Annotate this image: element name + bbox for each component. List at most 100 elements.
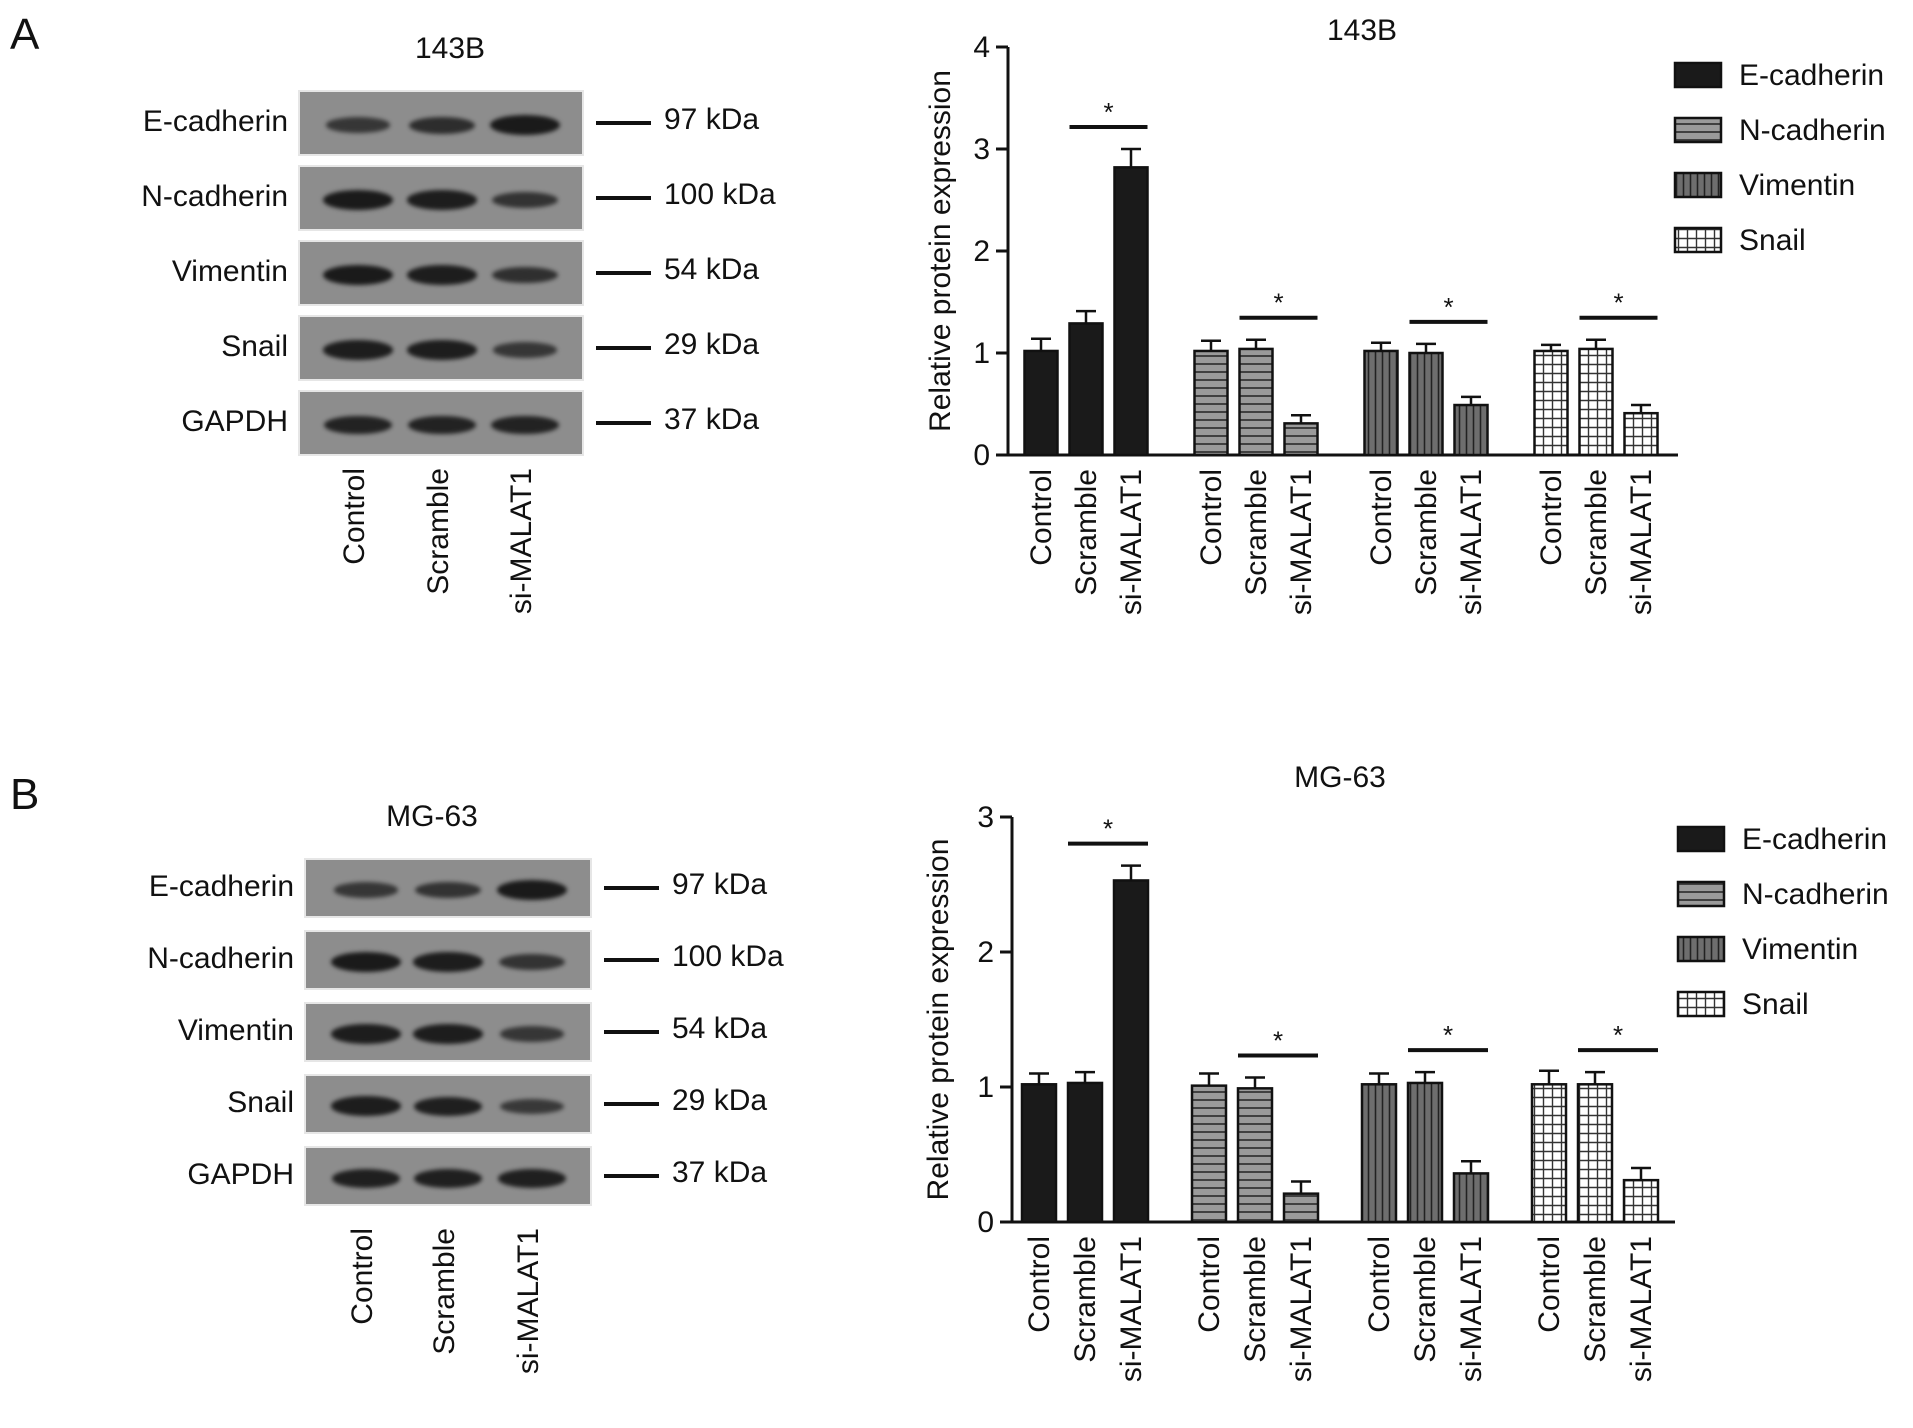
bar-snail-si-malat1: [1623, 411, 1659, 457]
blot-strip-gapdh: [298, 390, 584, 456]
bar-n-cadherin-si-malat1: [1283, 422, 1319, 457]
legend-swatch-snail: [1676, 990, 1726, 1018]
blot-row-label-e-cadherin: E-cadherin: [142, 105, 288, 138]
band-snail-control: [323, 340, 393, 360]
blot-strip-n-cadherin: [304, 930, 592, 990]
blot-strip-gapdh: [304, 1146, 592, 1206]
bar-vimentin-si-malat1: [1453, 403, 1489, 457]
y-tick-label: 1: [973, 337, 990, 370]
mw-marker-dash: [596, 271, 651, 275]
band-vimentin-control: [331, 1024, 401, 1044]
blot-row-label-n-cadherin: N-cadherin: [141, 180, 288, 213]
blot-strip-vimentin: [298, 240, 584, 306]
bar-snail-scramble: [1578, 347, 1614, 457]
bar-n-cadherin-si-malat1: [1282, 1192, 1320, 1224]
bar-e-cadherin-scramble: [1066, 1081, 1104, 1224]
mw-marker-dash: [596, 121, 651, 125]
significance-marker: *: [1273, 1026, 1283, 1056]
bar-snail-si-malat1: [1622, 1178, 1660, 1224]
bar-snail-control: [1530, 1083, 1568, 1224]
mw-marker-dash: [604, 1102, 659, 1106]
x-tick-label: si-MALAT1: [1115, 1236, 1148, 1382]
mw-label-e-cadherin: 97 kDa: [664, 103, 760, 136]
legend-label-snail: Snail: [1739, 224, 1806, 257]
x-tick-label: Scramble: [1579, 1236, 1612, 1363]
significance-marker: *: [1273, 288, 1283, 318]
mw-label-vimentin: 54 kDa: [672, 1012, 768, 1045]
mw-label-n-cadherin: 100 kDa: [672, 940, 784, 973]
band-e-cadherin-control: [333, 882, 399, 898]
blot-row-label-snail: Snail: [227, 1086, 294, 1119]
blot-row-label-gapdh: GAPDH: [187, 1158, 294, 1191]
blot-title: 143B: [414, 32, 486, 65]
x-tick-label: si-MALAT1: [1455, 1236, 1488, 1382]
blot-row-label-gapdh: GAPDH: [181, 405, 288, 438]
y-tick-label: 0: [973, 439, 990, 472]
significance-marker: *: [1613, 1020, 1623, 1050]
x-tick-label: si-MALAT1: [1285, 1236, 1318, 1382]
y-axis-label: Relative protein expression: [924, 70, 957, 432]
mw-marker-dash: [596, 346, 651, 350]
x-tick-label: Control: [1533, 1236, 1566, 1333]
x-tick-label: Control: [1025, 469, 1058, 566]
bar-vimentin-control: [1360, 1083, 1398, 1224]
band-gapdh-control: [331, 1168, 401, 1188]
mw-label-gapdh: 37 kDa: [672, 1156, 768, 1189]
band-snail-scramble: [407, 340, 477, 360]
bar-e-cadherin-control: [1020, 1083, 1058, 1224]
band-n-cadherin-si-malat1: [492, 192, 558, 208]
legend-label-vimentin: Vimentin: [1742, 933, 1858, 966]
mw-marker-dash: [604, 1174, 659, 1178]
mw-label-gapdh: 37 kDa: [664, 403, 760, 436]
blot-row-label-n-cadherin: N-cadherin: [147, 942, 294, 975]
band-snail-control: [331, 1096, 401, 1116]
x-tick-label: Scramble: [1239, 1236, 1272, 1363]
y-tick-label: 2: [973, 235, 990, 268]
band-e-cadherin-scramble: [408, 116, 476, 134]
mw-marker-dash: [604, 886, 659, 890]
bar-snail-control: [1533, 349, 1569, 457]
y-axis-label: Relative protein expression: [922, 839, 955, 1201]
x-tick-label: Scramble: [1409, 1236, 1442, 1363]
bar-e-cadherin-si-malat1: [1112, 879, 1150, 1224]
bar-n-cadherin-control: [1190, 1084, 1228, 1224]
mw-marker-dash: [604, 1030, 659, 1034]
bar-vimentin-scramble: [1408, 351, 1444, 457]
band-gapdh-si-malat1: [497, 1168, 567, 1188]
mw-marker-dash: [596, 196, 651, 200]
x-tick-label: Control: [1193, 1236, 1226, 1333]
bar-e-cadherin-si-malat1: [1113, 166, 1149, 457]
legend-label-vimentin: Vimentin: [1739, 169, 1855, 202]
mw-label-snail: 29 kDa: [664, 328, 760, 361]
significance-marker: *: [1443, 292, 1453, 322]
band-snail-si-malat1: [492, 342, 558, 358]
blot-strip-e-cadherin: [304, 858, 592, 918]
bar-chart-mg63: MG-63 0 1 2 3 Relative protein expression Cont…: [922, 761, 1889, 1382]
band-vimentin-scramble: [413, 1024, 483, 1044]
band-n-cadherin-scramble: [407, 190, 477, 210]
legend-swatch-snail: [1673, 226, 1723, 254]
band-vimentin-si-malat1: [492, 266, 558, 284]
mw-label-n-cadherin: 100 kDa: [664, 178, 776, 211]
band-gapdh-scramble: [407, 415, 477, 435]
x-tick-label: si-MALAT1: [1115, 469, 1148, 615]
significance-marker: *: [1443, 1020, 1453, 1050]
bar-n-cadherin-scramble: [1238, 347, 1274, 457]
mw-label-snail: 29 kDa: [672, 1084, 768, 1117]
bar-vimentin-scramble: [1406, 1081, 1444, 1224]
band-e-cadherin-scramble: [415, 882, 481, 898]
x-tick-label: Control: [1535, 469, 1568, 566]
x-tick-label: si-MALAT1: [1625, 469, 1658, 615]
y-tick-label: 3: [973, 133, 990, 166]
legend-swatch-e-cadherin: [1676, 825, 1726, 853]
x-tick-label: Control: [1023, 1236, 1056, 1333]
mw-label-e-cadherin: 97 kDa: [672, 868, 768, 901]
legend-swatch-e-cadherin: [1673, 61, 1723, 89]
band-n-cadherin-control: [331, 952, 401, 972]
blot-row-label-e-cadherin: E-cadherin: [148, 870, 294, 903]
panel-letter-b: B: [10, 770, 40, 819]
y-tick-label: 2: [977, 936, 994, 969]
x-tick-label: si-MALAT1: [1455, 469, 1488, 615]
x-tick-label: Control: [1195, 469, 1228, 566]
